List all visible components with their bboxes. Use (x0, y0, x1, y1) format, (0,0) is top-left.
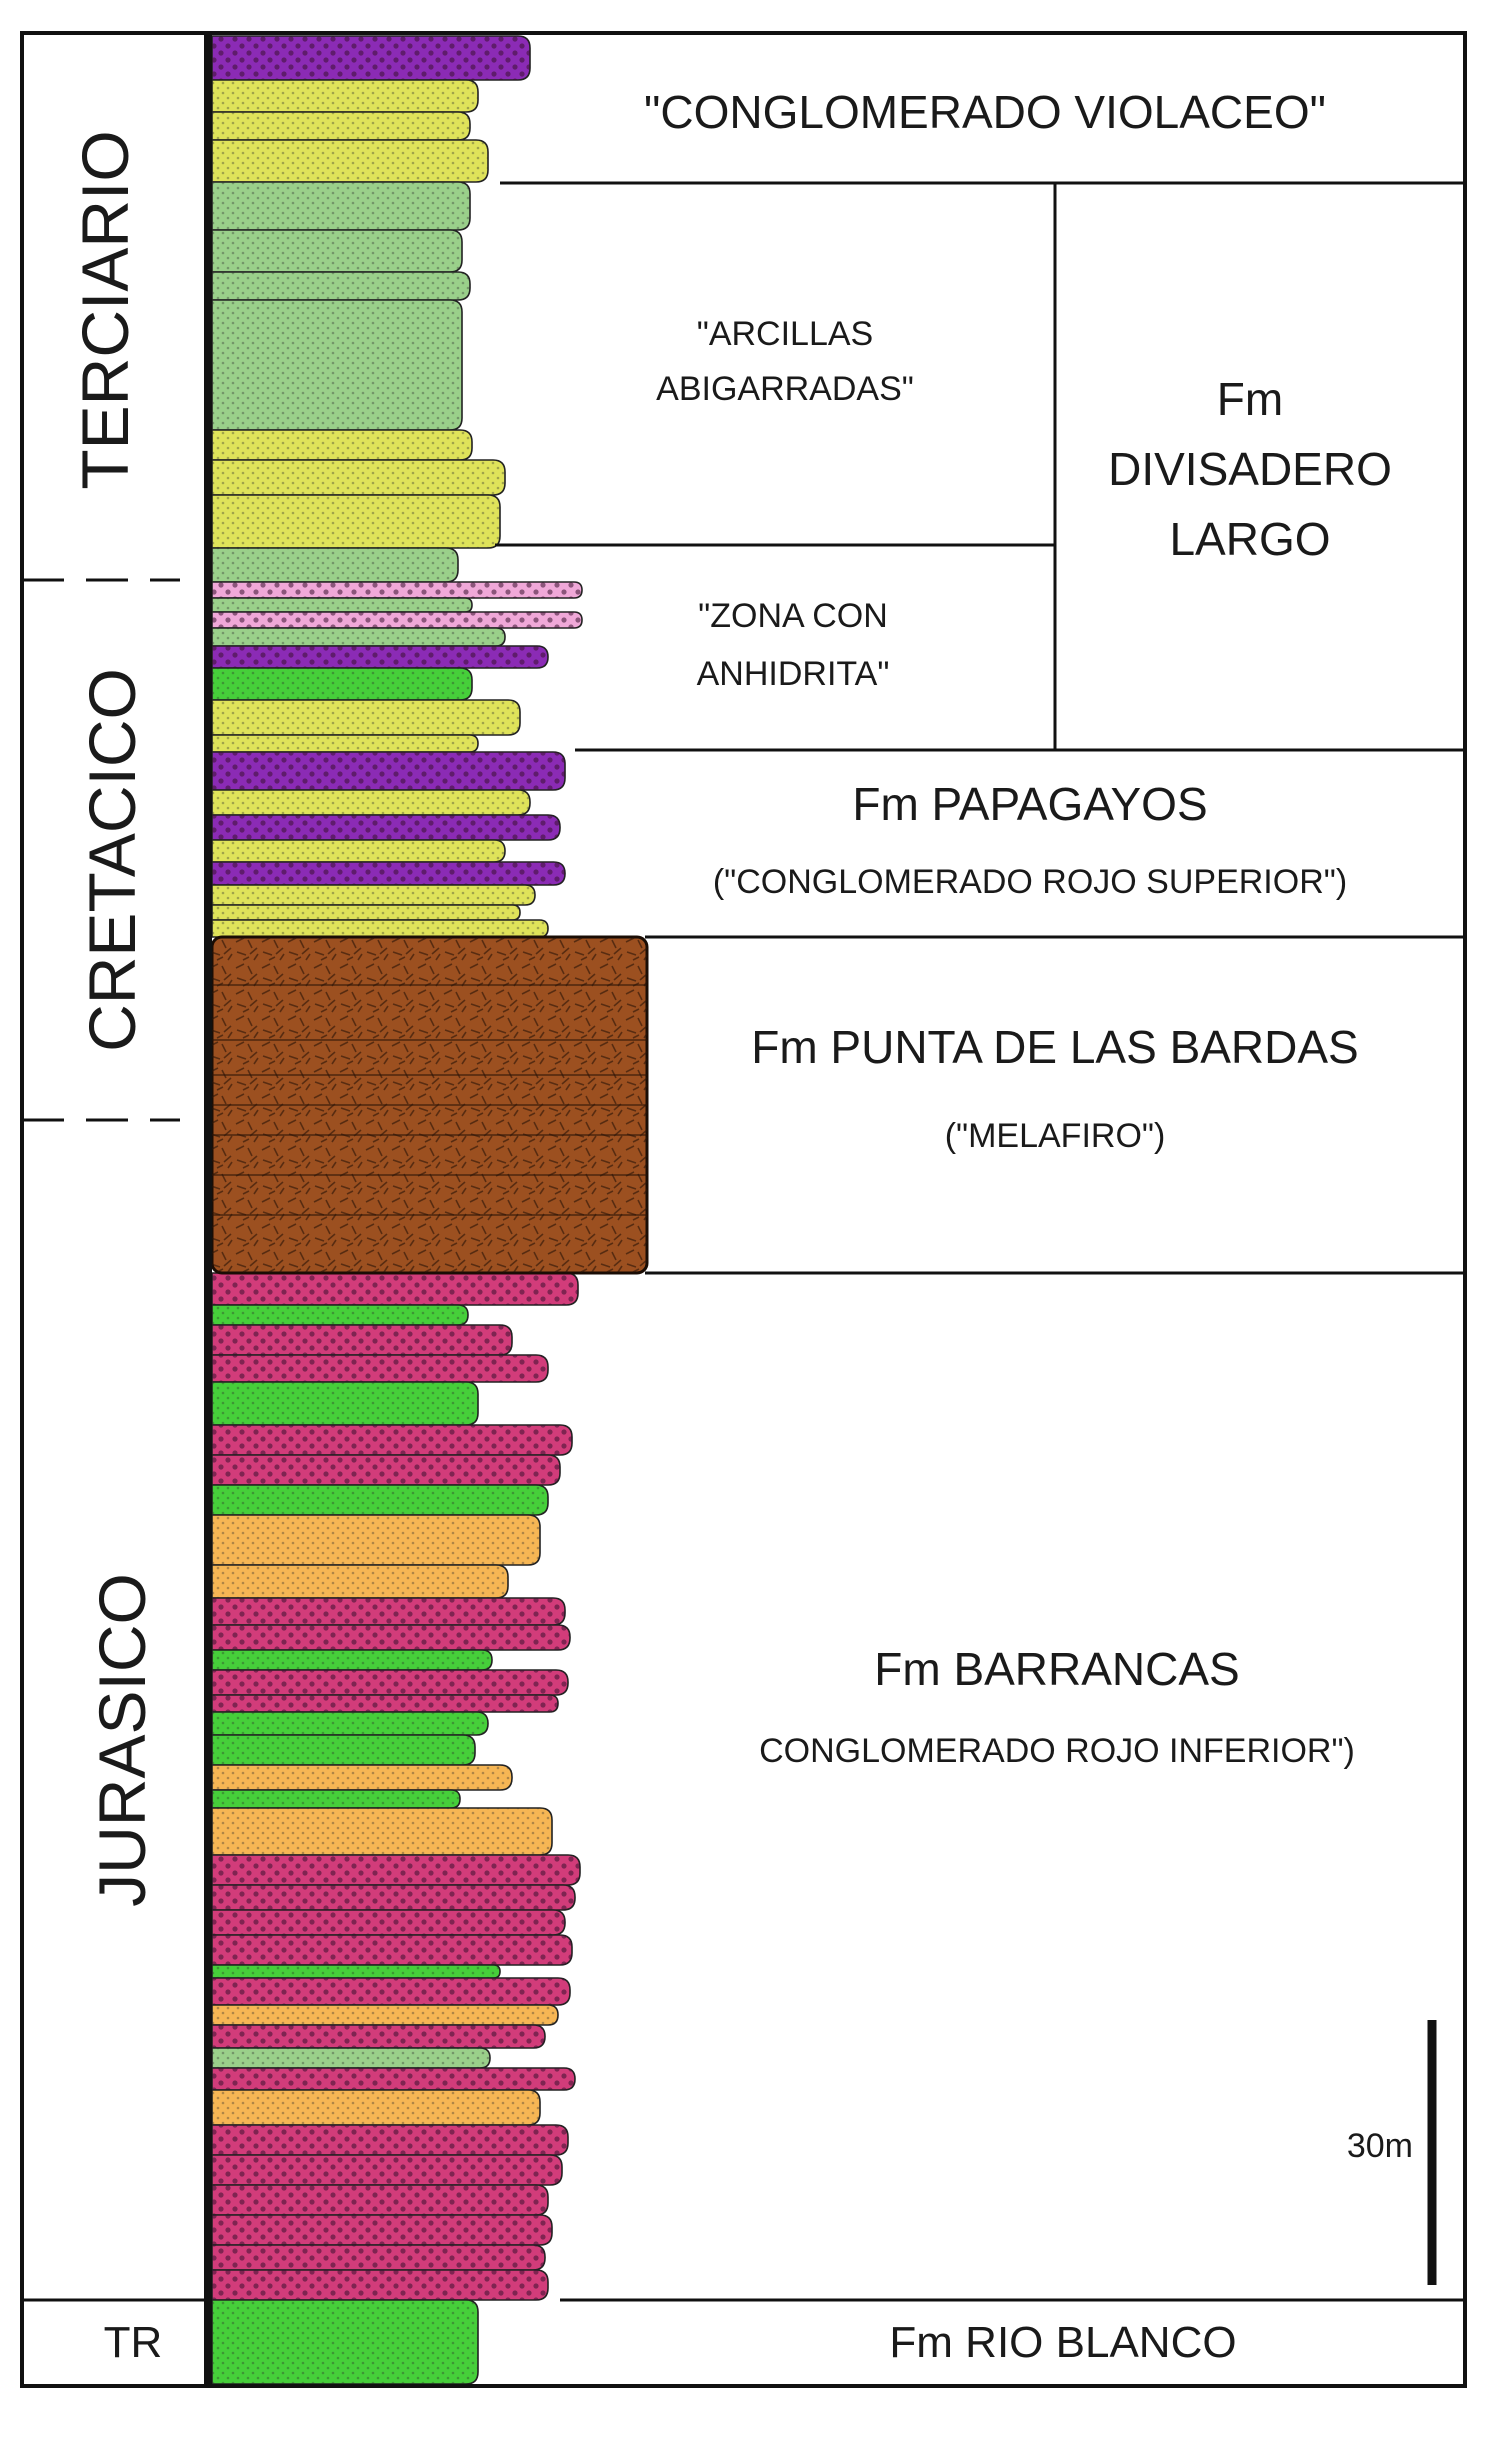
stratum-texture (212, 1565, 508, 1598)
stratum-texture (212, 790, 530, 815)
stratum-texture (212, 140, 488, 182)
stratum-texture (212, 598, 472, 612)
period-label-cretacico: CRETACICO (75, 668, 149, 1052)
unit-label-divisadero-3: LARGO (1169, 513, 1330, 565)
unit-label-zona-2: ANHIDRITA" (697, 655, 890, 693)
stratum-texture (212, 612, 582, 628)
scale-bar-label: 30m (1347, 2127, 1413, 2165)
stratum-texture (212, 2300, 478, 2384)
stratum-texture (212, 1808, 552, 1855)
stratum-texture (212, 1910, 565, 1935)
stratum-texture (212, 862, 565, 885)
period-label-jurasico: JURASICO (85, 1573, 159, 1907)
unit-label-divisadero-1: Fm (1217, 373, 1283, 425)
stratum-texture (212, 646, 548, 668)
stratum-texture (212, 2270, 548, 2300)
unit-label-barrancas: Fm BARRANCAS (874, 1643, 1239, 1695)
unit-label-papagayos-sub: ("CONGLOMERADO ROJO SUPERIOR") (713, 863, 1347, 901)
stratum-texture (212, 1695, 558, 1712)
stratum-texture (212, 1978, 570, 2005)
unit-label-punta-bardas-sub: ("MELAFIRO") (945, 1117, 1166, 1155)
unit-label-conglomerado-violaceo: "CONGLOMERADO VIOLACEO" (644, 86, 1326, 138)
period-label-terciario: TERCIARIO (68, 130, 142, 489)
unit-label-rio-blanco: Fm RIO BLANCO (889, 2318, 1236, 2367)
unit-label-zona-1: "ZONA CON (698, 597, 888, 635)
stratum-texture (212, 1325, 512, 1355)
unit-label-punta-bardas: Fm PUNTA DE LAS BARDAS (751, 1021, 1359, 1073)
stratum-texture (212, 1790, 460, 1808)
stratum-texture (212, 2005, 558, 2025)
stratum-texture (212, 1355, 548, 1382)
unit-label-barrancas-sub: CONGLOMERADO ROJO INFERIOR") (759, 1732, 1355, 1770)
stratum-texture (212, 628, 505, 646)
stratum-texture (212, 1515, 540, 1565)
stratum-texture (212, 2090, 540, 2125)
stratum-texture (212, 920, 548, 937)
stratum-texture (212, 272, 470, 300)
outer-frame (20, 31, 1467, 2388)
stratum-texture (212, 1598, 565, 1625)
stratum-texture (212, 1885, 575, 1910)
stratum-texture (212, 1650, 492, 1670)
stratum-texture (212, 1625, 570, 1650)
stratum-texture (212, 1735, 475, 1765)
stratum-texture (212, 182, 470, 230)
stratum-texture (212, 2068, 575, 2090)
stratum-texture (212, 905, 520, 920)
stratum-texture (212, 1455, 560, 1485)
stratum-texture (212, 2185, 548, 2215)
stratum-texture (212, 548, 458, 582)
stratum-texture (212, 2025, 545, 2048)
unit-label-arcillas-1: "ARCILLAS (697, 315, 873, 353)
stratum-texture (212, 700, 520, 735)
stratum-texture (212, 1965, 500, 1978)
stratum-texture (212, 1712, 488, 1735)
stratum-texture (212, 112, 470, 140)
period-label-tr: TR (104, 2318, 163, 2367)
stratum-texture (212, 1855, 580, 1885)
stratum-texture (212, 752, 565, 790)
stratum-texture (212, 1485, 548, 1515)
stratum-texture (212, 1273, 578, 1305)
stratum-texture (212, 1765, 512, 1790)
stratum-texture (212, 2245, 545, 2270)
stratum-texture (212, 2215, 552, 2245)
stratum-texture (212, 495, 500, 548)
frame-lines (20, 31, 1467, 2388)
stratum-texture (212, 230, 462, 272)
lithology-column (210, 35, 649, 2385)
stratum-texture (212, 1935, 572, 1965)
unit-label-arcillas-2: ABIGARRADAS" (656, 370, 914, 408)
stratum-texture (212, 300, 462, 430)
stratum-texture (212, 1670, 568, 1695)
stratum-texture (212, 885, 535, 905)
stratum-texture (212, 668, 472, 700)
stratum-texture (212, 2155, 562, 2185)
stratum-texture (212, 840, 505, 862)
stratum-texture (212, 815, 560, 840)
stratum-texture (212, 735, 478, 752)
stratum-texture (212, 430, 472, 460)
stratum-texture (212, 2048, 490, 2068)
stratum-texture (212, 1382, 478, 1425)
stratum-texture (212, 2125, 568, 2155)
stratum-texture (212, 1305, 468, 1325)
unit-label-papagayos: Fm PAPAGAYOS (852, 778, 1207, 830)
unit-label-divisadero-2: DIVISADERO (1108, 443, 1392, 495)
stratum-texture (212, 80, 478, 112)
stratum-texture (212, 582, 582, 598)
stratum-texture (212, 1425, 572, 1455)
stratum-texture (212, 460, 505, 495)
stratum-texture (212, 36, 530, 80)
